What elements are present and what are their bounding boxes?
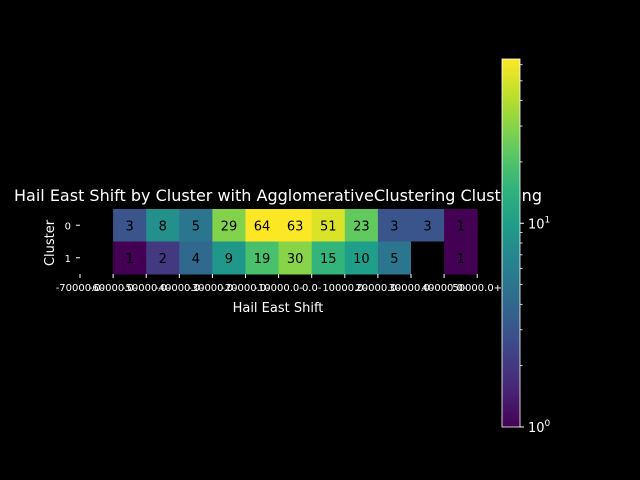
heatmap-cells (80, 209, 478, 275)
heatmap-cell (80, 241, 114, 275)
cell-value-label: 3 (423, 219, 431, 234)
cell-value-label: 51 (320, 219, 337, 234)
cell-value-label: 19 (254, 252, 271, 267)
cell-value-label: 10 (353, 252, 370, 267)
heatmap-cell (377, 241, 412, 275)
y-tick-label: 0 (65, 221, 71, 232)
cell-value-label: 1 (457, 252, 465, 267)
cell-value-label: 2 (159, 252, 167, 267)
colorbar-gradient (501, 58, 521, 428)
cell-value-label: 30 (287, 252, 304, 267)
x-tick-label: -50000.0- (122, 283, 171, 294)
heatmap-cell (146, 241, 180, 275)
heatmap-cell (344, 209, 379, 242)
heatmap-cell (179, 241, 213, 275)
heatmap-cell (411, 241, 445, 275)
heatmap-cell (411, 209, 445, 242)
heatmap-cell (278, 209, 313, 242)
heatmap-cell (212, 209, 246, 242)
heatmap-cell (146, 209, 180, 242)
chart-title: Hail East Shift by Cluster with Agglomer… (14, 186, 542, 205)
heatmap-cell (179, 209, 213, 242)
x-tick-label: -10000.0- (254, 283, 303, 294)
y-tick-label: 1 (65, 254, 71, 265)
x-tick-label: 30000.0- (389, 283, 434, 294)
colorbar-tick-label: 101 (528, 215, 550, 232)
cell-value-label: 4 (192, 252, 200, 267)
heatmap-cell (113, 241, 147, 275)
cell-value-label: 8 (159, 219, 167, 234)
heatmap-cell (80, 209, 114, 242)
heatmap-cell (311, 241, 346, 275)
cell-value-label: 5 (390, 252, 398, 267)
cell-value-label: 23 (353, 219, 370, 234)
y-axis-ticks: 01 (65, 221, 80, 265)
cell-value-label: 5 (192, 219, 200, 234)
x-tick-label: 40000.0- (422, 283, 467, 294)
cell-value-label: 63 (287, 219, 304, 234)
y-axis-label: Cluster (43, 219, 58, 266)
heatmap-cell (311, 209, 346, 242)
cell-value-label: 9 (225, 252, 233, 267)
x-tick-label: 10000.0- (322, 283, 367, 294)
x-axis-label: Hail East Shift (233, 301, 324, 316)
heatmap-cell (245, 241, 280, 275)
heatmap-cell (278, 241, 313, 275)
colorbar: 100 101 (501, 58, 551, 436)
heatmap-cell (212, 241, 246, 275)
heatmap-cell (444, 209, 478, 242)
cell-value-label: 29 (221, 219, 238, 234)
cell-value-label: 64 (254, 219, 271, 234)
x-axis-ticks: -70000.0--60000.0--50000.0--40000.0--300… (56, 274, 502, 294)
x-tick-label: -30000.0- (188, 283, 237, 294)
heatmap-cell (245, 209, 280, 242)
x-tick-label: -20000.0- (221, 283, 270, 294)
x-tick-label: 50000.0+ (452, 283, 502, 294)
x-tick-label: -70000.0- (56, 283, 105, 294)
cell-value-label: 3 (390, 219, 398, 234)
cell-value-label: 15 (320, 252, 337, 267)
cell-value-label: 1 (457, 219, 465, 234)
x-tick-label: 20000.0- (355, 283, 400, 294)
x-tick-label: -60000.0- (89, 283, 138, 294)
colorbar-tick-label: 100 (528, 419, 551, 436)
cell-value-label: 1 (126, 252, 134, 267)
heatmap-cell (113, 209, 147, 242)
cell-value-label: 3 (126, 219, 134, 234)
heatmap-cell (344, 241, 379, 275)
heatmap-cell (377, 209, 412, 242)
heatmap-cell (444, 241, 478, 275)
x-tick-label: 0.0- (302, 283, 322, 294)
x-tick-label: -40000.0- (155, 283, 204, 294)
heatmap-cell-labels: 3 8 5 29 64 63 51 23 3 3 11 2 4 9 19 30 15 10 5 1 (126, 219, 465, 267)
